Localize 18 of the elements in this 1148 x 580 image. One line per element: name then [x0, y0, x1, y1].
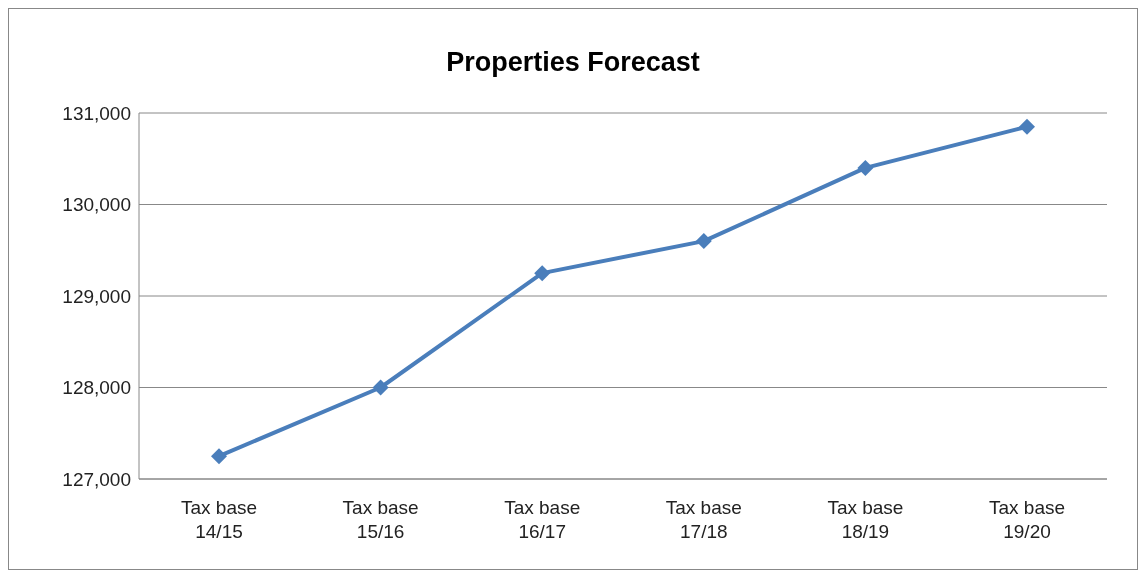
point — [534, 265, 551, 282]
x-tick-label: Tax base 15/16 — [342, 497, 419, 542]
point — [695, 233, 712, 250]
y-tick-label: 131,000 — [62, 102, 131, 124]
x-tick-label: Tax base 16/17 — [504, 497, 581, 542]
y-tick-label: 127,000 — [62, 468, 131, 490]
x-tick-label: Tax base 18/19 — [827, 497, 904, 542]
point — [372, 379, 389, 396]
y-tick-label: 129,000 — [62, 285, 131, 307]
point — [1019, 118, 1035, 135]
y-tick-label: 128,000 — [62, 377, 131, 399]
x-tick-label: Tax base 14/15 — [180, 497, 258, 542]
chart-title: Properties Forecast — [445, 47, 701, 78]
y-tick-label: 130,000 — [62, 194, 131, 216]
point — [857, 159, 874, 176]
x-tick-label: Tax base 17/18 — [665, 497, 742, 542]
point — [211, 448, 227, 465]
x-tick-label: Tax base 19/20 — [988, 497, 1066, 542]
